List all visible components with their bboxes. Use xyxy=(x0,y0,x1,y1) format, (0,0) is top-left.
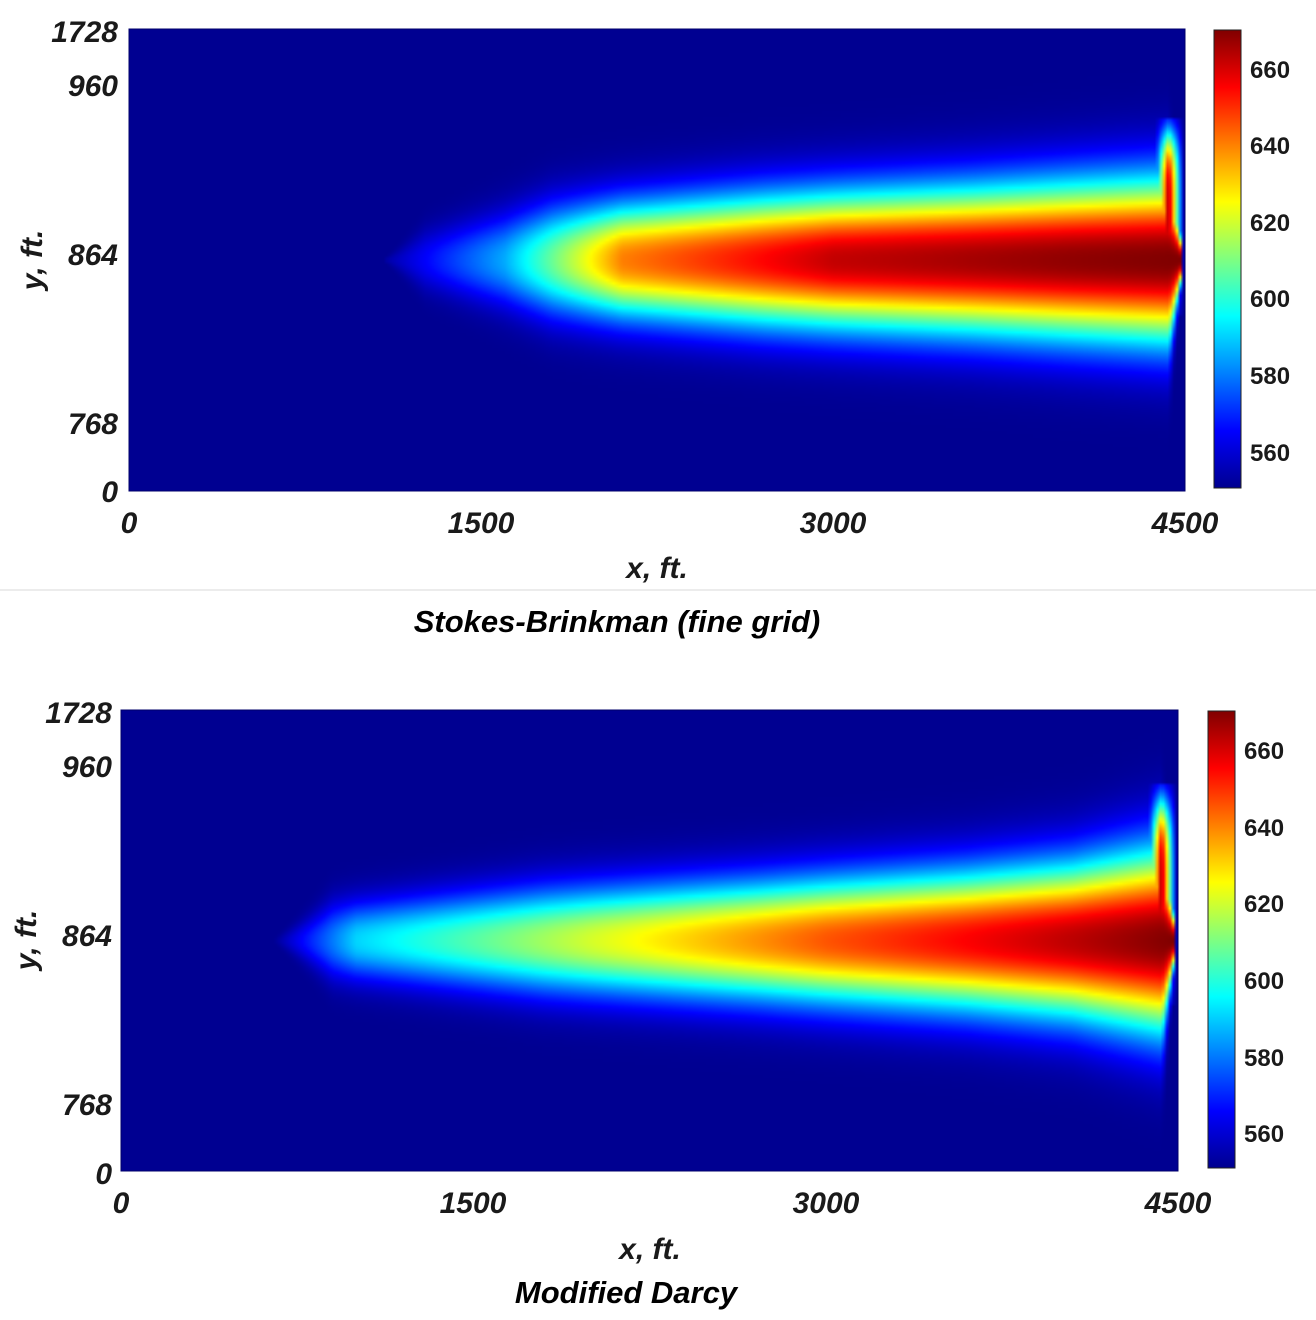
y-tick-labels: 1728 960 864 768 0 xyxy=(51,16,118,509)
y-tick-label: 0 xyxy=(101,476,118,509)
colorbar-tick-labels: 660 640 620 600 580 560 xyxy=(1244,738,1284,1148)
colorbar-tick-label: 640 xyxy=(1250,133,1290,160)
colorbar-tick-label: 640 xyxy=(1244,815,1284,842)
x-tick-label: 3000 xyxy=(793,1187,860,1220)
colorbar-tick-label: 580 xyxy=(1250,363,1290,390)
chart-caption: Modified Darcy xyxy=(515,1275,739,1310)
chart-caption: Stokes-Brinkman (fine grid) xyxy=(414,604,821,639)
y-tick-label: 960 xyxy=(62,751,112,784)
colorbar-tick-label: 620 xyxy=(1250,210,1290,237)
plot-frame xyxy=(120,709,1179,1172)
colorbar-tick-label: 600 xyxy=(1244,968,1284,995)
chart-panel-modified-darcy: 1728 960 864 768 0 0 1500 3000 4500 x, f… xyxy=(10,697,1284,1310)
colorbar-tick-label: 660 xyxy=(1244,738,1284,765)
y-tick-label: 960 xyxy=(68,70,118,103)
colorbar-tick-label: 660 xyxy=(1250,57,1290,84)
colorbar xyxy=(1207,710,1236,1169)
x-tick-label: 0 xyxy=(113,1187,130,1220)
y-tick-label: 864 xyxy=(62,920,112,953)
x-tick-label: 1500 xyxy=(448,507,515,540)
x-axis-label: x, ft. xyxy=(624,552,688,585)
y-tick-label: 864 xyxy=(68,239,118,272)
y-tick-label: 1728 xyxy=(45,697,112,730)
x-tick-labels: 0 1500 3000 4500 xyxy=(121,507,1219,540)
y-axis-label: y, ft. xyxy=(16,230,49,293)
x-tick-label: 1500 xyxy=(440,1187,507,1220)
y-tick-label: 768 xyxy=(62,1089,112,1122)
colorbar-tick-label: 620 xyxy=(1244,891,1284,918)
x-axis-label: x, ft. xyxy=(617,1233,681,1266)
y-tick-labels: 1728 960 864 768 0 xyxy=(45,697,112,1191)
colorbar-tick-labels: 660 640 620 600 580 560 xyxy=(1250,57,1290,467)
colorbar-tick-label: 560 xyxy=(1250,440,1290,467)
y-tick-label: 768 xyxy=(68,408,118,441)
colorbar-tick-label: 600 xyxy=(1250,286,1290,313)
x-tick-label: 0 xyxy=(121,507,138,540)
y-tick-label: 0 xyxy=(95,1158,112,1191)
heatmap-image xyxy=(129,29,1185,491)
colorbar-tick-label: 560 xyxy=(1244,1121,1284,1148)
y-axis-label: y, ft. xyxy=(10,910,43,973)
colorbar xyxy=(1213,29,1242,489)
chart-panel-stokes-brinkman: 1728 960 864 768 0 0 1500 3000 4500 x, f… xyxy=(16,16,1290,639)
x-tick-label: 4500 xyxy=(1151,507,1219,540)
plot-frame xyxy=(128,28,1186,492)
colorbar-tick-label: 580 xyxy=(1244,1045,1284,1072)
heatmap-image xyxy=(121,710,1178,1171)
y-tick-label: 1728 xyxy=(51,16,118,49)
x-tick-labels: 0 1500 3000 4500 xyxy=(113,1187,1212,1220)
x-tick-label: 4500 xyxy=(1144,1187,1212,1220)
x-tick-label: 3000 xyxy=(800,507,867,540)
